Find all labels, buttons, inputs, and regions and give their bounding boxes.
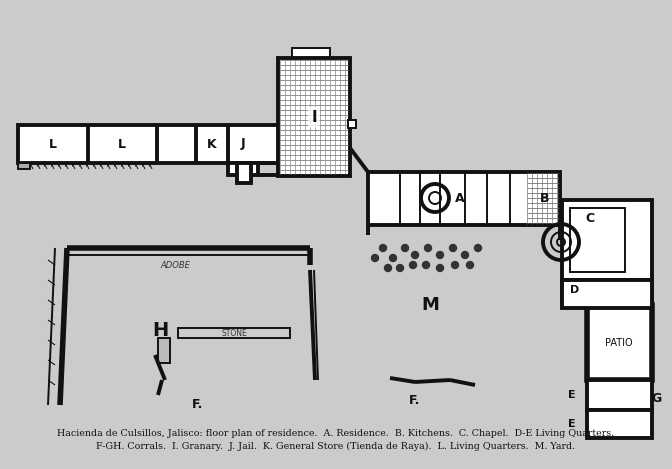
- Bar: [368, 172, 560, 225]
- Circle shape: [474, 244, 482, 251]
- Text: E: E: [569, 390, 576, 400]
- Text: PATIO: PATIO: [605, 338, 633, 348]
- Bar: [562, 200, 652, 280]
- Circle shape: [452, 262, 458, 268]
- Bar: [587, 380, 652, 410]
- Text: J: J: [241, 137, 245, 151]
- Circle shape: [423, 262, 429, 268]
- Text: I: I: [311, 109, 317, 124]
- Text: F.: F.: [192, 399, 204, 411]
- Bar: [570, 208, 625, 272]
- Circle shape: [390, 255, 396, 262]
- Bar: [348, 120, 356, 128]
- Text: C: C: [585, 212, 595, 225]
- Text: M: M: [421, 296, 439, 314]
- Circle shape: [437, 265, 444, 272]
- Bar: [292, 48, 330, 62]
- Text: G: G: [652, 392, 662, 404]
- Bar: [228, 163, 258, 175]
- Circle shape: [437, 251, 444, 258]
- Text: STONE: STONE: [221, 328, 247, 338]
- Circle shape: [384, 265, 392, 272]
- Circle shape: [380, 244, 386, 251]
- Bar: [278, 58, 350, 176]
- Circle shape: [401, 244, 409, 251]
- Text: Hacienda de Culsillos, Jalisco: floor plan of residence.  A. Residence.  B. Kitc: Hacienda de Culsillos, Jalisco: floor pl…: [57, 430, 615, 439]
- Text: E: E: [569, 419, 576, 429]
- Circle shape: [372, 255, 378, 262]
- Bar: [237, 163, 251, 183]
- Circle shape: [462, 251, 468, 258]
- Text: H: H: [152, 320, 168, 340]
- Text: F.: F.: [409, 393, 421, 407]
- Bar: [18, 125, 281, 163]
- Bar: [587, 305, 652, 380]
- Text: A: A: [455, 192, 465, 205]
- Circle shape: [450, 244, 456, 251]
- Circle shape: [409, 262, 417, 268]
- Bar: [18, 163, 30, 169]
- Bar: [158, 338, 170, 363]
- Text: B: B: [540, 192, 550, 205]
- Circle shape: [425, 244, 431, 251]
- Text: D: D: [571, 285, 580, 295]
- Bar: [562, 280, 652, 308]
- Bar: [178, 328, 290, 338]
- Circle shape: [411, 251, 419, 258]
- Text: L: L: [118, 137, 126, 151]
- Text: L: L: [49, 137, 57, 151]
- Circle shape: [466, 262, 474, 268]
- Bar: [587, 410, 652, 438]
- Text: F-GH. Corrals.  I. Granary.  J. Jail.  K. General Store (Tienda de Raya).  L. Li: F-GH. Corrals. I. Granary. J. Jail. K. G…: [97, 441, 575, 451]
- Text: K: K: [207, 137, 217, 151]
- Text: ADOBE: ADOBE: [160, 260, 190, 270]
- Circle shape: [396, 265, 403, 272]
